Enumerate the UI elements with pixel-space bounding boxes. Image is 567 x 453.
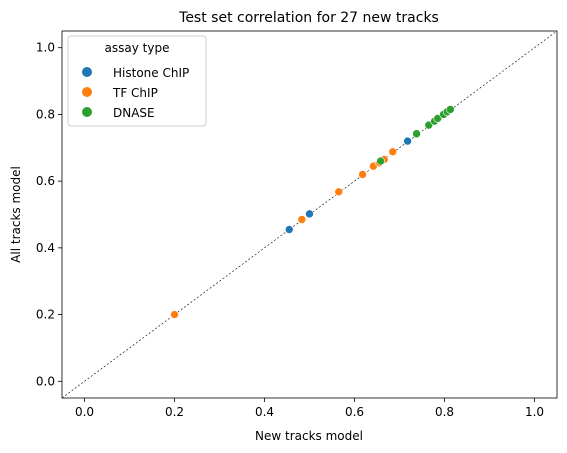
legend: assay type Histone ChIP TF ChIP DNASE xyxy=(67,35,207,127)
y-tick-label: 1.0 xyxy=(36,41,55,55)
data-points xyxy=(170,105,455,319)
data-point xyxy=(284,225,294,234)
legend-label: TF ChIP xyxy=(112,86,158,100)
x-tick-label: 0.6 xyxy=(345,405,364,419)
legend-marker xyxy=(82,107,92,117)
data-point xyxy=(358,170,367,179)
x-tick-label: 1.0 xyxy=(525,405,544,419)
data-point xyxy=(376,156,385,166)
legend-box xyxy=(67,35,207,127)
data-point xyxy=(170,310,179,319)
y-axis-label: All tracks model xyxy=(9,166,23,263)
data-point xyxy=(305,209,314,219)
data-point xyxy=(424,120,434,130)
legend-label: DNASE xyxy=(113,106,155,120)
y-tick-label: 0.2 xyxy=(36,308,55,322)
data-point xyxy=(433,114,443,123)
legend-label: Histone ChIP xyxy=(113,66,189,80)
data-point xyxy=(388,147,398,157)
data-point xyxy=(412,129,421,139)
data-point xyxy=(334,187,344,197)
legend-marker xyxy=(82,87,92,97)
legend-marker xyxy=(82,67,92,77)
data-point xyxy=(297,215,307,224)
y-axis-ticks: 0.0 0.2 0.4 0.6 0.8 1.0 xyxy=(36,41,62,388)
x-tick-label: 0.0 xyxy=(75,405,94,419)
x-tick-label: 0.4 xyxy=(255,405,274,419)
data-point xyxy=(446,105,455,114)
data-point xyxy=(403,136,412,146)
x-axis-label: New tracks model xyxy=(255,429,363,443)
legend-entries: Histone ChIP TF ChIP DNASE xyxy=(82,66,189,120)
x-axis-ticks: 0.0 0.2 0.4 0.6 0.8 1.0 xyxy=(75,398,544,419)
y-tick-label: 0.4 xyxy=(36,241,55,255)
y-tick-label: 0.6 xyxy=(36,174,55,188)
legend-title: assay type xyxy=(105,41,170,55)
x-tick-label: 0.2 xyxy=(165,405,184,419)
y-tick-label: 0.8 xyxy=(36,107,55,121)
chart-title: Test set correlation for 27 new tracks xyxy=(178,10,439,26)
y-tick-label: 0.0 xyxy=(36,374,55,388)
x-tick-label: 0.8 xyxy=(435,405,454,419)
